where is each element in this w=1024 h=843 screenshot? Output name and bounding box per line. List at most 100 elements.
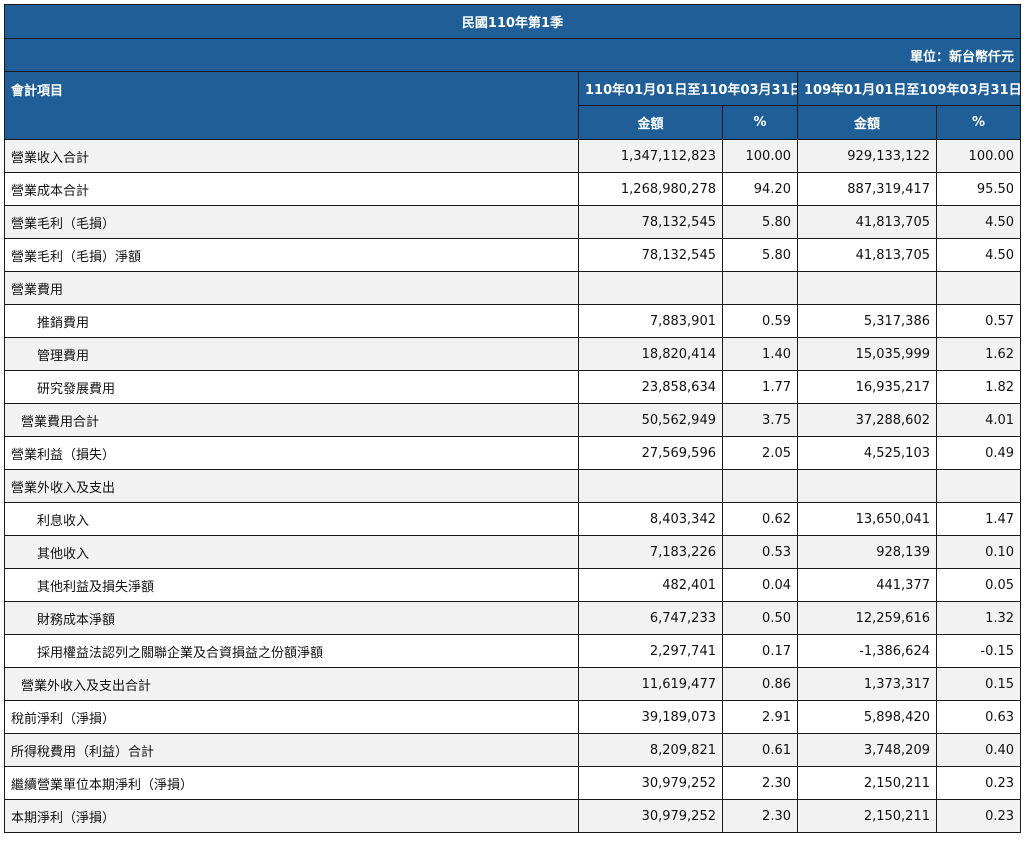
amount-current: 1,347,112,823 [578,139,723,173]
account-item-header: 會計項目 [4,71,579,140]
amount-current: 23,858,634 [578,370,723,404]
amount-prior: 928,139 [797,535,937,569]
pct-current: 0.86 [722,667,798,701]
pct-prior: -0.15 [935,634,1022,668]
row-label: 財務成本淨額 [4,601,579,635]
pct-current: 0.62 [722,502,798,536]
row-label: 繼續營業單位本期淨利（淨損） [4,766,579,800]
amount-prior: 37,288,602 [797,403,937,437]
amount-prior: 41,813,705 [797,238,937,272]
pct-current: 3.75 [722,403,798,437]
row-label: 稅前淨利（淨損） [4,700,579,734]
pct-current: 5.80 [722,238,798,272]
pct-prior: 1.47 [935,502,1022,536]
table-row: 稅前淨利（淨損） 39,189,073 2.91 5,898,420 0.63 [4,700,1022,734]
amount-current: 27,569,596 [578,436,723,470]
row-label: 營業毛利（毛損）淨額 [4,238,579,272]
amount-prior [797,271,937,305]
amount-prior: 5,317,386 [797,304,937,338]
amount-current [578,469,723,503]
row-label: 其他利益及損失淨額 [4,568,579,602]
pct-current: 2.05 [722,436,798,470]
amount-header-prior: 金額 [797,105,937,140]
amount-current: 7,883,901 [578,304,723,338]
amount-prior: 15,035,999 [797,337,937,371]
pct-current [722,271,798,305]
period-prior-header: 109年01月01日至109年03月31日 [796,71,1022,106]
row-label: 營業外收入及支出 [4,469,579,503]
pct-current: 0.50 [722,601,798,635]
amount-current: 39,189,073 [578,700,723,734]
table-row: 其他收入 7,183,226 0.53 928,139 0.10 [4,535,1022,569]
amount-prior: 441,377 [797,568,937,602]
amount-current: 30,979,252 [578,799,723,833]
table-row: 營業外收入及支出合計 11,619,477 0.86 1,373,317 0.1… [4,667,1022,701]
table-row: 營業外收入及支出 [4,469,1022,503]
amount-current: 18,820,414 [578,337,723,371]
table-title: 民國110年第1季 [3,4,1022,39]
pct-current: 94.20 [722,172,798,206]
pct-prior: 1.62 [935,337,1022,371]
row-label: 研究發展費用 [4,370,579,404]
pct-prior: 1.82 [935,370,1022,404]
pct-prior: 0.10 [935,535,1022,569]
amount-prior: 887,319,417 [797,172,937,206]
table-row: 管理費用 18,820,414 1.40 15,035,999 1.62 [4,337,1022,371]
pct-header-prior: % [935,105,1022,140]
pct-current: 0.53 [722,535,798,569]
table-row: 推銷費用 7,883,901 0.59 5,317,386 0.57 [4,304,1022,338]
amount-current: 11,619,477 [578,667,723,701]
row-label: 營業毛利（毛損） [4,205,579,239]
pct-current: 0.59 [722,304,798,338]
row-label: 營業利益（損失） [4,436,579,470]
amount-prior: 4,525,103 [797,436,937,470]
table-row: 本期淨利（淨損） 30,979,252 2.30 2,150,211 0.23 [4,799,1022,833]
pct-current [722,469,798,503]
table-row: 採用權益法認列之關聯企業及合資損益之份額淨額 2,297,741 0.17 -1… [4,634,1022,668]
amount-current: 1,268,980,278 [578,172,723,206]
pct-prior: 4.50 [935,238,1022,272]
pct-prior: 0.15 [935,667,1022,701]
amount-current: 78,132,545 [578,238,723,272]
pct-prior: 0.40 [935,733,1022,767]
unit-label: 單位：新台幣仟元 [3,38,1022,72]
amount-header-current: 金額 [578,105,723,140]
table-row: 營業成本合計 1,268,980,278 94.20 887,319,417 9… [4,172,1022,206]
row-label: 推銷費用 [4,304,579,338]
amount-prior: 3,748,209 [797,733,937,767]
amount-current: 2,297,741 [578,634,723,668]
table-row: 其他利益及損失淨額 482,401 0.04 441,377 0.05 [4,568,1022,602]
row-label: 營業成本合計 [4,172,579,206]
pct-header-current: % [722,105,798,140]
table-row: 所得稅費用（利益）合計 8,209,821 0.61 3,748,209 0.4… [4,733,1022,767]
row-label: 採用權益法認列之關聯企業及合資損益之份額淨額 [4,634,579,668]
pct-prior [935,469,1022,503]
amount-prior: 5,898,420 [797,700,937,734]
amount-prior: 2,150,211 [797,799,937,833]
pct-prior: 0.23 [935,799,1022,833]
amount-prior: -1,386,624 [797,634,937,668]
amount-current: 8,209,821 [578,733,723,767]
amount-prior [797,469,937,503]
table-row: 利息收入 8,403,342 0.62 13,650,041 1.47 [4,502,1022,536]
table-row: 營業毛利（毛損）淨額 78,132,545 5.80 41,813,705 4.… [4,238,1022,272]
pct-current: 0.17 [722,634,798,668]
pct-prior: 95.50 [935,172,1022,206]
income-statement-table: 民國110年第1季 單位：新台幣仟元 會計項目 110年01月01日至110年0… [3,4,1022,833]
pct-prior: 4.01 [935,403,1022,437]
amount-current [578,271,723,305]
amount-prior: 12,259,616 [797,601,937,635]
row-label: 營業費用 [4,271,579,305]
pct-prior: 0.57 [935,304,1022,338]
amount-current: 6,747,233 [578,601,723,635]
row-label: 利息收入 [4,502,579,536]
pct-prior: 0.63 [935,700,1022,734]
pct-current: 0.04 [722,568,798,602]
amount-current: 482,401 [578,568,723,602]
amount-current: 78,132,545 [578,205,723,239]
table-row: 研究發展費用 23,858,634 1.77 16,935,217 1.82 [4,370,1022,404]
row-label: 所得稅費用（利益）合計 [4,733,579,767]
table-row: 繼續營業單位本期淨利（淨損） 30,979,252 2.30 2,150,211… [4,766,1022,800]
row-label: 其他收入 [4,535,579,569]
row-label: 營業外收入及支出合計 [4,667,579,701]
